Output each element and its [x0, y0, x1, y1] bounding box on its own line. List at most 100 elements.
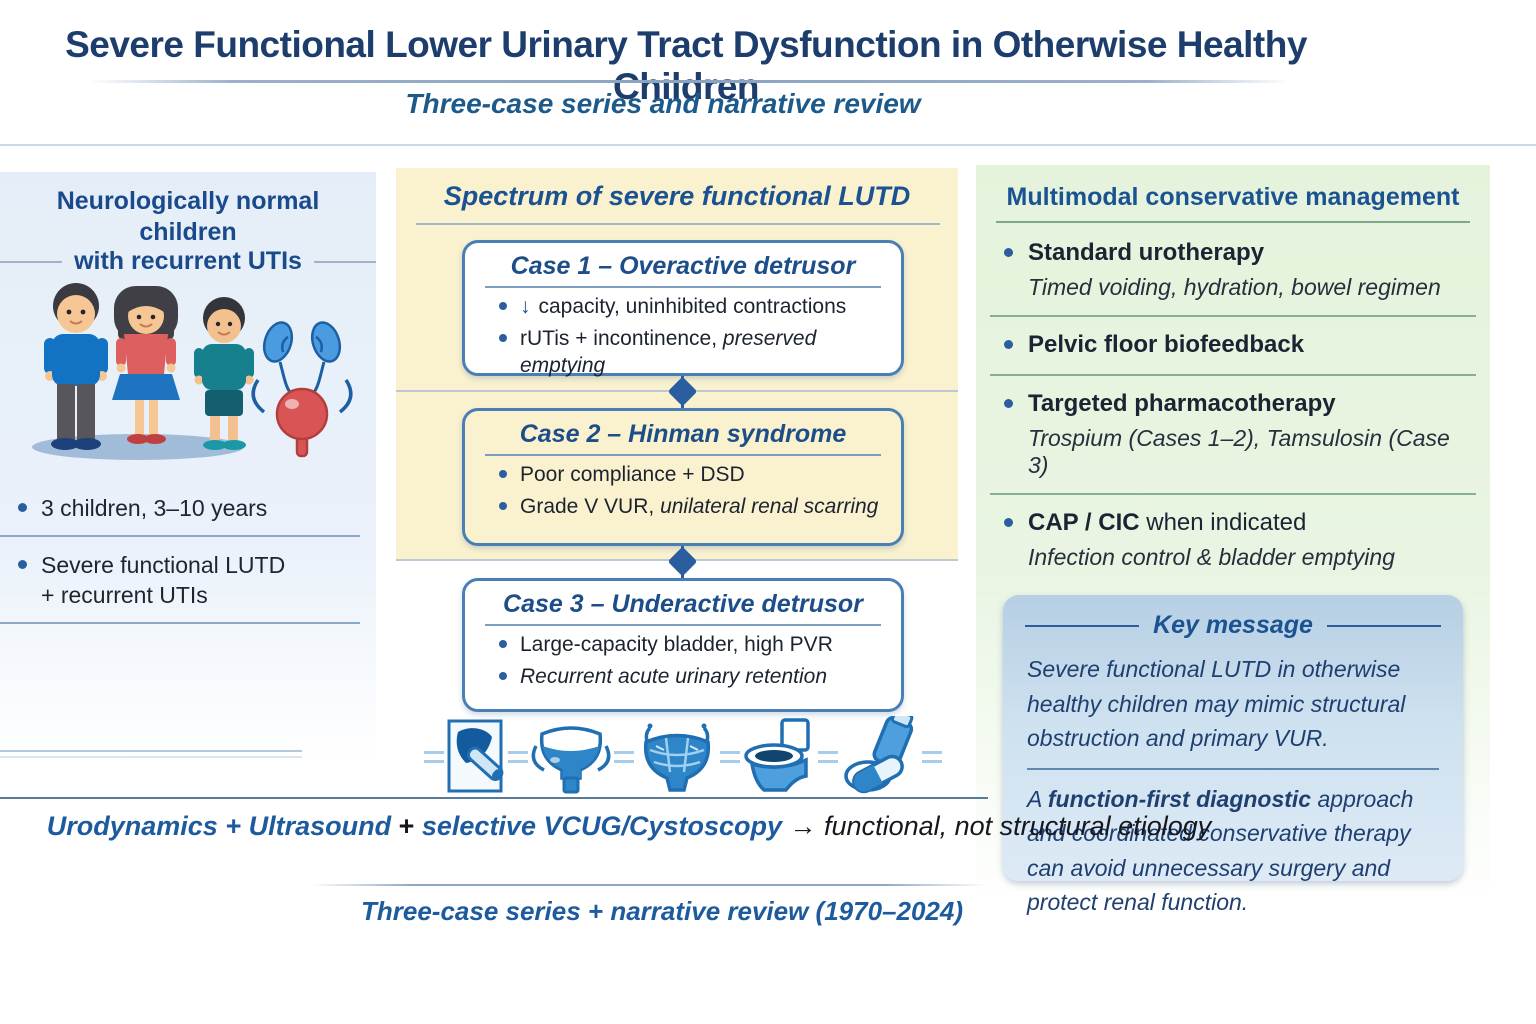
footer-divider-bottom	[310, 884, 986, 886]
divider	[0, 535, 360, 538]
list-item: 3 children, 3–10 years	[0, 480, 376, 535]
ultrasound-icon	[447, 719, 504, 793]
case1-box: Case 1 – Overactive detrusor ↓ capacity, …	[462, 240, 904, 379]
left-panel-heading-line1: Neurologically normal children	[56, 187, 320, 246]
case2-title: Case 2 – Hinman syndrome	[519, 420, 847, 448]
footer-divider-top	[0, 797, 988, 799]
management-item-pharmacotherapy: Targeted pharmacotherapy Trospium (Cases…	[990, 376, 1476, 495]
management-item-biofeedback: Pelvic floor biofeedback	[990, 317, 1476, 376]
bullet-text: Grade V VUR, unilateral renal scarring	[520, 495, 879, 519]
child-girl-red	[112, 286, 180, 444]
bullet-dot	[499, 334, 507, 343]
bullet-dot	[499, 672, 507, 681]
bullet-dot	[499, 502, 507, 511]
case2-box: Case 2 – Hinman syndrome Poor compliance…	[462, 408, 904, 546]
toilet-icon	[744, 718, 810, 792]
case2-bullet1: Poor compliance + DSD	[499, 462, 901, 488]
bullet-text: Severe functional LUTD + recurrent UTIs	[41, 552, 286, 608]
bladder-icon	[275, 387, 329, 458]
right-arrow-icon: →	[789, 811, 817, 841]
diagnostic-pathway-text: Urodynamics + Ultrasound + selective VCU…	[46, 811, 1212, 841]
page-title: Severe Functional Lower Urinary Tract Dy…	[65, 24, 1307, 107]
bullet-dot	[18, 503, 27, 512]
key-message-title: Key message	[1153, 611, 1313, 639]
bullet-text: Large-capacity bladder, high PVR	[520, 633, 833, 656]
case2-title-rule	[485, 454, 881, 456]
child-boy-blue	[44, 283, 108, 450]
diagnostic-icons-row	[424, 714, 942, 800]
middle-heading-rule	[416, 223, 940, 225]
management-items: Standard urotherapy Timed voiding, hydra…	[990, 225, 1476, 585]
heading-flank-line-right	[313, 260, 377, 263]
case1-title: Case 1 – Overactive detrusor	[510, 252, 856, 280]
case3-box: Case 3 – Underactive detrusor Large-capa…	[462, 578, 904, 712]
right-panel-heading: Multimodal conservative management	[1006, 183, 1460, 211]
bullet-dot	[1004, 518, 1013, 527]
left-panel-heading-row: with recurrent UTIs	[0, 247, 377, 276]
medication-icon	[844, 716, 914, 794]
key-message-paragraph2: A function-first diagnostic approach and…	[1027, 785, 1414, 916]
item-title: Standard urotherapy	[1028, 239, 1265, 266]
page-subtitle: Three-case series and narrative review	[405, 88, 921, 119]
right-heading-rule	[996, 221, 1470, 223]
down-arrow-icon: ↓	[520, 295, 531, 318]
left-panel-bottom-rule	[0, 750, 302, 752]
full-bladder-icon	[531, 726, 611, 794]
management-item-urotherapy: Standard urotherapy Timed voiding, hydra…	[990, 225, 1476, 317]
icon-connector	[720, 751, 740, 763]
kidneys-icon	[251, 321, 353, 458]
key-message-header: Key message	[1025, 611, 1442, 640]
case3-bullet2: Recurrent acute urinary retention	[499, 664, 901, 690]
item-subtitle: Trospium (Cases 1–2), Tamsulosin (Case 3…	[1028, 425, 1450, 478]
case3-bullet1: Large-capacity bladder, high PVR	[499, 632, 901, 658]
bullet-dot	[499, 640, 507, 648]
item-title: CAP / CIC when indicated	[1028, 509, 1307, 536]
item-title: Targeted pharmacotherapy	[1028, 390, 1336, 417]
left-panel-heading-line2: with recurrent UTIs	[74, 247, 302, 275]
key-message-flank-line-left	[1025, 624, 1140, 627]
item-subtitle: Infection control & bladder emptying	[1028, 544, 1395, 570]
case3-title: Case 3 – Underactive detrusor	[503, 590, 863, 618]
icon-connector	[922, 751, 942, 763]
bullet-dot	[499, 470, 507, 478]
item-subtitle: Timed voiding, hydration, bowel regimen	[1028, 274, 1441, 300]
bullet-dot	[18, 560, 27, 570]
left-panel-population: Neurologically normal children with recu…	[0, 172, 377, 764]
icon-connector	[424, 751, 444, 763]
left-panel-bullets: 3 children, 3–10 years Severe functional…	[0, 480, 376, 625]
case1-bullet1: ↓ capacity, uninhibited contractions	[499, 294, 901, 320]
key-message-paragraph1: Severe functional LUTD in otherwise heal…	[1027, 656, 1406, 751]
management-item-cap-cic: CAP / CIC when indicated Infection contr…	[990, 495, 1476, 585]
bullet-dot	[499, 302, 507, 310]
case1-bullet2: rUTis + incontinence, preserved emptying	[499, 326, 901, 379]
middle-panel-heading: Spectrum of severe functional LUTD	[443, 181, 911, 211]
icon-connector	[818, 751, 838, 763]
left-panel-bottom-rule-echo	[0, 756, 302, 758]
review-period-text: Three-case series + narrative review (19…	[360, 896, 964, 926]
icon-connector	[508, 751, 528, 763]
icon-connector	[614, 751, 634, 763]
heading-flank-line-left	[0, 260, 63, 263]
bullet-text: Recurrent acute urinary retention	[520, 665, 827, 689]
cystoscopy-bladder-icon	[643, 723, 711, 792]
bullet-dot	[1004, 340, 1013, 349]
bullet-text: ↓ capacity, uninhibited contractions	[520, 295, 847, 318]
key-message-box: Key message Severe functional LUTD in ot…	[1003, 595, 1463, 915]
bullet-text: Poor compliance + DSD	[520, 463, 745, 486]
case2-bullet2: Grade V VUR, unilateral renal scarring	[499, 494, 901, 520]
case1-title-rule	[485, 286, 881, 288]
case3-title-rule	[485, 624, 881, 626]
list-item: Severe functional LUTD + recurrent UTIs	[0, 537, 376, 622]
children-and-urinary-tract-illustration	[32, 283, 353, 460]
key-message-divider	[1027, 767, 1439, 770]
item-title: Pelvic floor biofeedback	[1028, 331, 1305, 358]
bullet-text: rUTis + incontinence, preserved emptying	[520, 327, 817, 377]
child-boy-teal	[194, 297, 254, 450]
divider	[0, 622, 360, 625]
title-divider	[90, 80, 1290, 83]
header-divider	[0, 144, 1536, 146]
bullet-dot	[1004, 248, 1013, 257]
key-message-flank-line-right	[1326, 624, 1442, 627]
bullet-text: 3 children, 3–10 years	[41, 495, 268, 521]
